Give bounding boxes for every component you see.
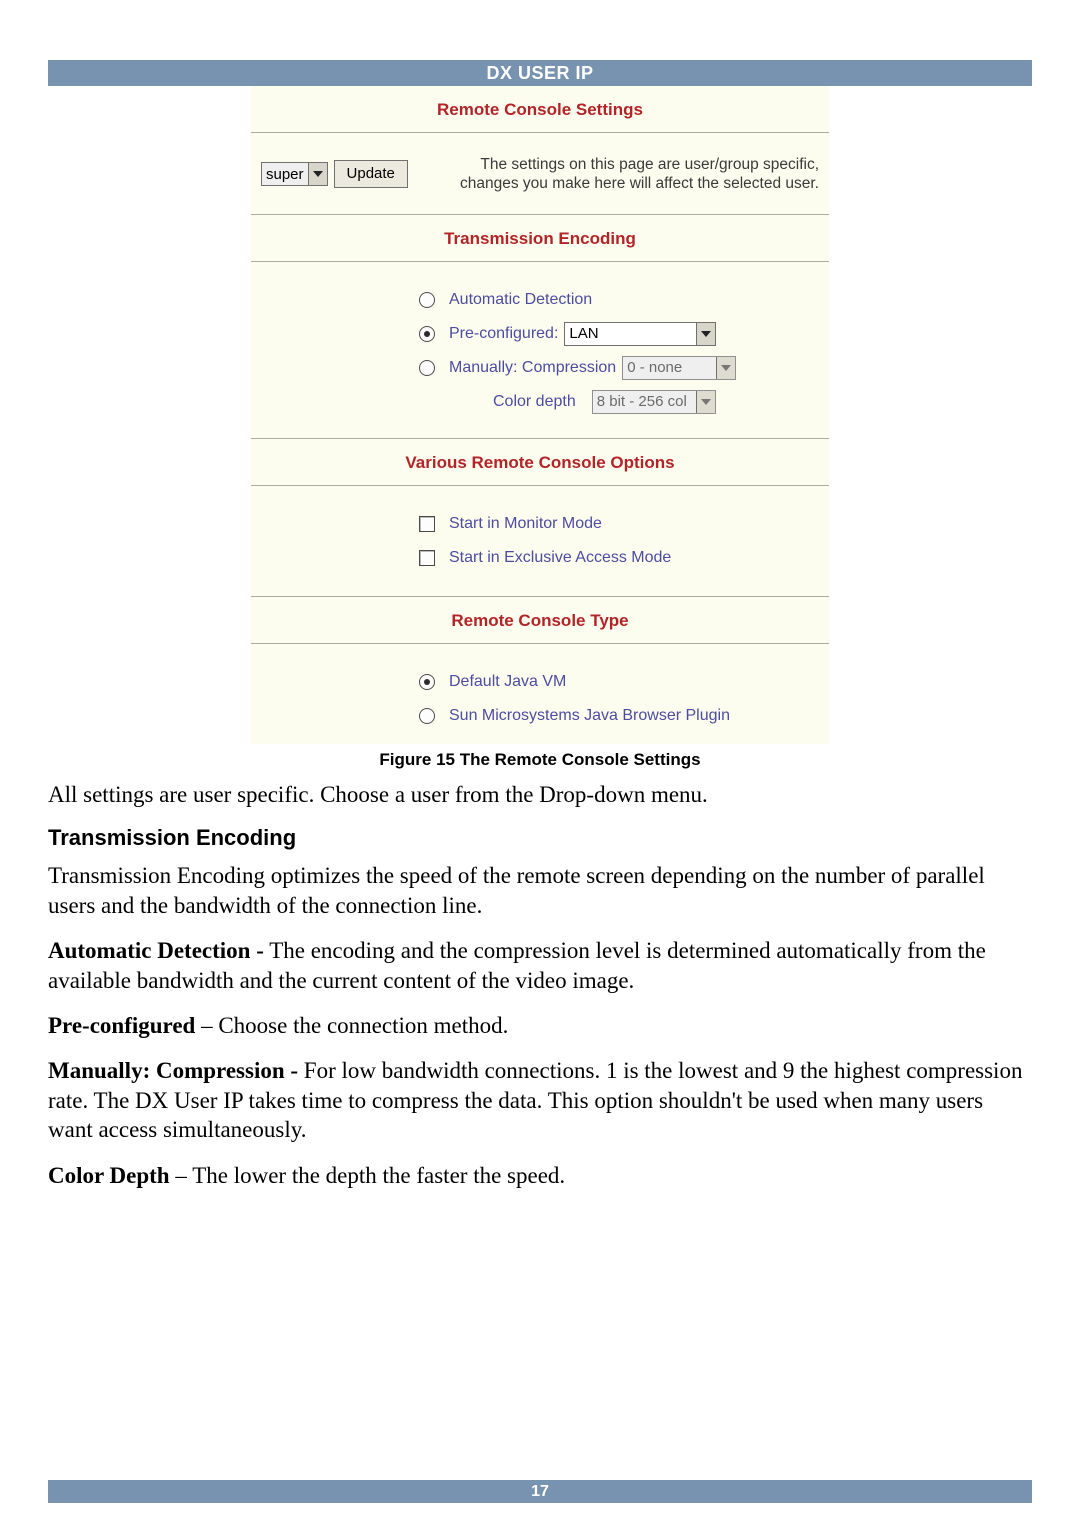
user-note-line1: The settings on this page are user/group…: [480, 156, 819, 173]
option-manual-row: Manually: Compression 0 - none: [251, 354, 829, 382]
chevron-down-icon: [308, 163, 327, 185]
text-colordepth: – The lower the depth the faster the spe…: [170, 1163, 566, 1188]
option-colordepth-row: Color depth 8 bit - 256 col: [251, 388, 829, 416]
bold-automatic: Automatic Detection -: [48, 938, 264, 963]
page-header-bar: DX USER IP: [48, 60, 1032, 86]
bold-manual: Manually: Compression -: [48, 1058, 298, 1083]
chevron-down-icon: [696, 391, 715, 413]
user-note-line2: changes you make here will affect the se…: [460, 175, 819, 192]
page-number: 17: [531, 1483, 549, 1500]
label-java-sun: Sun Microsystems Java Browser Plugin: [449, 707, 730, 725]
label-preconfigured: Pre-configured:: [449, 325, 558, 343]
chevron-down-icon: [696, 323, 715, 345]
radio-manual[interactable]: [419, 360, 435, 376]
bold-preconfigured: Pre-configured: [48, 1013, 195, 1038]
compression-value: 0 - none: [623, 359, 716, 376]
radio-preconfigured[interactable]: [419, 326, 435, 342]
bold-colordepth: Color Depth: [48, 1163, 170, 1188]
section-title-main: Remote Console Settings: [251, 86, 829, 132]
paragraph-preconfigured: Pre-configured – Choose the connection m…: [48, 1011, 1032, 1040]
various-options: Start in Monitor Mode Start in Exclusive…: [251, 486, 829, 596]
text-preconfigured: – Choose the connection method.: [195, 1013, 508, 1038]
user-note: The settings on this page are user/group…: [414, 155, 819, 194]
user-select-value: super: [262, 166, 308, 183]
option-preconfigured-row: Pre-configured: LAN: [251, 320, 829, 348]
label-colordepth: Color depth: [493, 393, 576, 411]
document-page: DX USER IP Remote Console Settings super…: [0, 0, 1080, 1533]
preconfigured-select[interactable]: LAN: [564, 322, 716, 346]
section-title-type: Remote Console Type: [251, 597, 829, 643]
colordepth-value: 8 bit - 256 col: [593, 393, 696, 410]
label-java-default: Default Java VM: [449, 673, 566, 691]
radio-java-sun[interactable]: [419, 708, 435, 724]
compression-select[interactable]: 0 - none: [622, 356, 736, 380]
option-java-sun-row: Sun Microsystems Java Browser Plugin: [251, 702, 829, 730]
checkbox-exclusive[interactable]: [419, 550, 435, 566]
colordepth-select[interactable]: 8 bit - 256 col: [592, 390, 716, 414]
header-title: DX USER IP: [486, 63, 593, 83]
figure-caption: Figure 15 The Remote Console Settings: [48, 750, 1032, 770]
option-automatic-row: Automatic Detection: [251, 286, 829, 314]
update-button[interactable]: Update: [334, 160, 408, 188]
page-footer-bar: 17: [48, 1480, 1032, 1503]
paragraph-intro: All settings are user specific. Choose a…: [48, 780, 1032, 809]
radio-java-default[interactable]: [419, 674, 435, 690]
label-automatic: Automatic Detection: [449, 291, 592, 309]
label-monitor: Start in Monitor Mode: [449, 515, 602, 533]
paragraph-transmission: Transmission Encoding optimizes the spee…: [48, 861, 1032, 920]
section-title-various: Various Remote Console Options: [251, 439, 829, 485]
user-select[interactable]: super: [261, 162, 328, 186]
paragraph-automatic: Automatic Detection - The encoding and t…: [48, 936, 1032, 995]
option-monitor-row: Start in Monitor Mode: [251, 510, 829, 538]
transmission-options: Automatic Detection Pre-configured: LAN …: [251, 262, 829, 438]
option-exclusive-row: Start in Exclusive Access Mode: [251, 544, 829, 572]
paragraph-manual: Manually: Compression - For low bandwidt…: [48, 1056, 1032, 1144]
paragraph-colordepth: Color Depth – The lower the depth the fa…: [48, 1161, 1032, 1190]
heading-transmission: Transmission Encoding: [48, 825, 1032, 851]
radio-automatic[interactable]: [419, 292, 435, 308]
label-exclusive: Start in Exclusive Access Mode: [449, 549, 671, 567]
chevron-down-icon: [716, 357, 735, 379]
option-java-default-row: Default Java VM: [251, 668, 829, 696]
preconfigured-value: LAN: [565, 325, 696, 342]
remote-console-settings-panel: Remote Console Settings super Update The…: [251, 86, 829, 744]
body-text: All settings are user specific. Choose a…: [48, 780, 1032, 1190]
section-title-transmission: Transmission Encoding: [251, 215, 829, 261]
console-type-options: Default Java VM Sun Microsystems Java Br…: [251, 644, 829, 744]
label-manual: Manually: Compression: [449, 359, 616, 377]
checkbox-monitor[interactable]: [419, 516, 435, 532]
user-select-row: super Update The settings on this page a…: [251, 133, 829, 214]
